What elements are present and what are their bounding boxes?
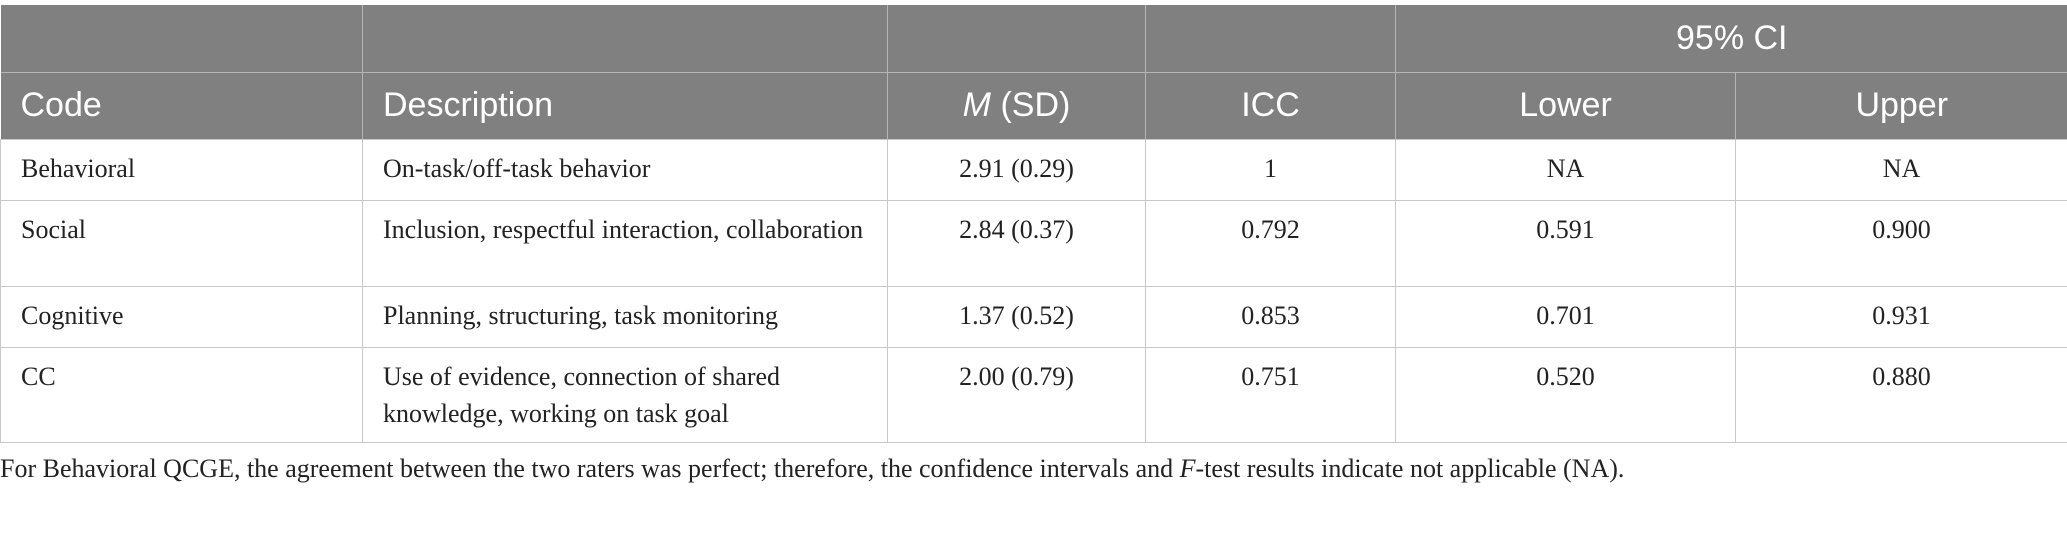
cell-lower: NA (1395, 138, 1736, 201)
header-icc: ICC (1145, 71, 1396, 139)
table-row: Behavioral On-task/off-task behavior 2.9… (0, 138, 2067, 201)
header-empty-icc (1145, 5, 1396, 72)
cell-upper: 0.931 (1735, 285, 2067, 348)
table-container: 95% CI Code Description M (SD) ICC Lower… (0, 5, 2067, 487)
cell-msd: 2.91 (0.29) (887, 138, 1146, 201)
cell-code: CC (0, 346, 363, 443)
cell-icc: 0.853 (1145, 285, 1396, 348)
header-code: Code (0, 71, 363, 139)
table-row: Cognitive Planning, structuring, task mo… (0, 285, 2067, 348)
header-ci-group: 95% CI (1395, 5, 2067, 72)
table-row: CC Use of evidence, connection of shared… (0, 346, 2067, 443)
icc-table: 95% CI Code Description M (SD) ICC Lower… (0, 5, 2067, 443)
header-row-columns: Code Description M (SD) ICC Lower Upper (0, 71, 2067, 139)
header-msd-sd: (SD) (991, 86, 1071, 124)
cell-upper: 0.880 (1735, 346, 2067, 443)
cell-icc: 0.792 (1145, 199, 1396, 287)
cell-code: Cognitive (0, 285, 363, 348)
cell-description: Planning, structuring, task monitoring (362, 285, 888, 348)
header-upper: Upper (1735, 71, 2067, 139)
cell-description: Use of evidence, connection of shared kn… (362, 346, 888, 443)
header-msd: M (SD) (887, 71, 1146, 139)
header-row-group: 95% CI (0, 5, 2067, 72)
cell-msd: 1.37 (0.52) (887, 285, 1146, 348)
header-empty-description (362, 5, 888, 72)
cell-lower: 0.701 (1395, 285, 1736, 348)
cell-msd: 2.00 (0.79) (887, 346, 1146, 443)
header-lower: Lower (1395, 71, 1736, 139)
header-empty-msd (887, 5, 1146, 72)
footnote-part2: -test results indicate not applicable (N… (1195, 453, 1625, 483)
footnote-part1: For Behavioral QCGE, the agreement betwe… (0, 453, 1180, 483)
header-empty-code (0, 5, 363, 72)
footnote-f: F (1179, 453, 1196, 483)
cell-description: On-task/off-task behavior (362, 138, 888, 201)
cell-icc: 1 (1145, 138, 1396, 201)
cell-description: Inclusion, respectful interaction, colla… (362, 199, 888, 287)
header-msd-m: M (962, 86, 991, 124)
cell-code: Social (0, 199, 363, 287)
cell-lower: 0.520 (1395, 346, 1736, 443)
table-footnote: For Behavioral QCGE, the agreement betwe… (0, 443, 2067, 487)
table-row: Social Inclusion, respectful interaction… (0, 199, 2067, 287)
cell-lower: 0.591 (1395, 199, 1736, 287)
cell-upper: 0.900 (1735, 199, 2067, 287)
cell-icc: 0.751 (1145, 346, 1396, 443)
header-description: Description (362, 71, 888, 139)
cell-code: Behavioral (0, 138, 363, 201)
cell-upper: NA (1735, 138, 2067, 201)
cell-msd: 2.84 (0.37) (887, 199, 1146, 287)
